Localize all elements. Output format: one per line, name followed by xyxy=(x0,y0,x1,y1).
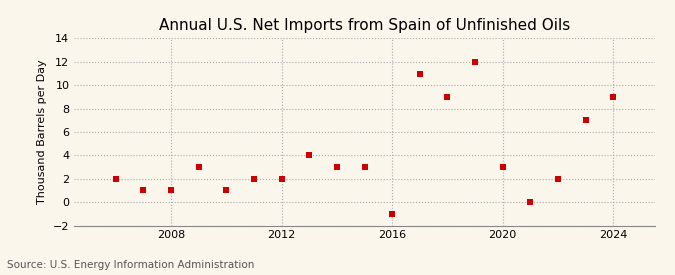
Point xyxy=(580,118,591,123)
Point xyxy=(276,177,287,181)
Point xyxy=(248,177,259,181)
Point xyxy=(387,212,398,216)
Y-axis label: Thousand Barrels per Day: Thousand Barrels per Day xyxy=(37,60,47,204)
Point xyxy=(414,71,425,76)
Title: Annual U.S. Net Imports from Spain of Unfinished Oils: Annual U.S. Net Imports from Spain of Un… xyxy=(159,18,570,33)
Point xyxy=(608,95,619,99)
Point xyxy=(110,177,121,181)
Point xyxy=(165,188,176,192)
Point xyxy=(193,165,204,169)
Point xyxy=(138,188,148,192)
Point xyxy=(221,188,232,192)
Point xyxy=(442,95,453,99)
Point xyxy=(553,177,564,181)
Point xyxy=(470,60,481,64)
Point xyxy=(497,165,508,169)
Point xyxy=(304,153,315,158)
Point xyxy=(331,165,342,169)
Point xyxy=(525,200,536,204)
Point xyxy=(359,165,370,169)
Text: Source: U.S. Energy Information Administration: Source: U.S. Energy Information Administ… xyxy=(7,260,254,270)
